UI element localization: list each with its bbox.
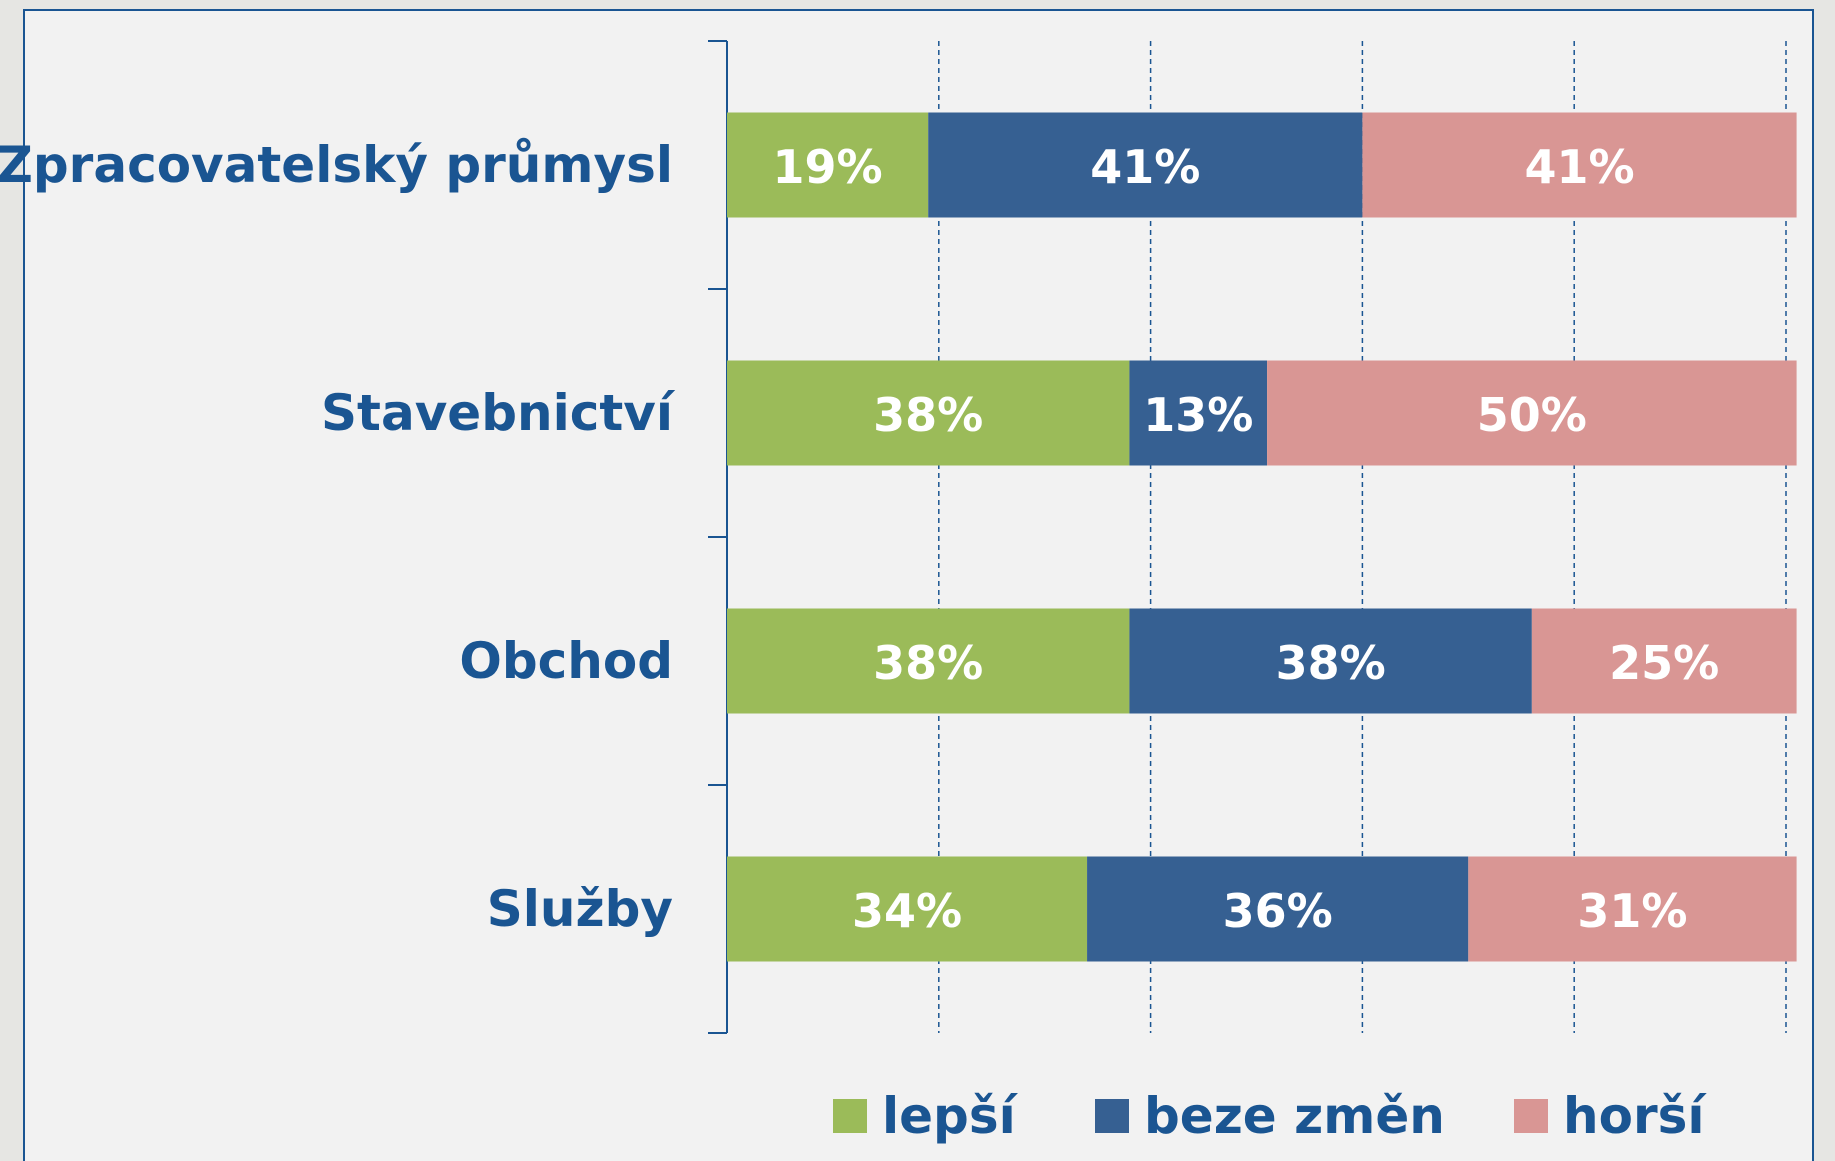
bar-segment (1129, 608, 1532, 714)
data-label: 19% (773, 140, 883, 194)
data-label: 41% (1090, 140, 1200, 194)
bar-segment (1468, 856, 1797, 962)
legend-label: beze změn (1144, 1087, 1445, 1145)
data-label: 38% (873, 388, 983, 442)
data-label: 31% (1577, 884, 1687, 938)
bar-segment (1129, 360, 1268, 466)
data-label: 36% (1223, 884, 1333, 938)
y-tick-label: Stavebnictví (321, 384, 676, 442)
bar-segment (727, 608, 1130, 714)
legend-swatch (833, 1099, 867, 1133)
data-label: 50% (1477, 388, 1587, 442)
bar-segment (1087, 856, 1469, 962)
bar-segment (727, 112, 929, 218)
legend-label: lepší (882, 1087, 1019, 1145)
bar-segment (1531, 608, 1797, 714)
data-label: 38% (1276, 636, 1386, 690)
data-label: 34% (852, 884, 962, 938)
bar-segment (727, 360, 1130, 466)
data-label: 25% (1609, 636, 1719, 690)
legend-label: horší (1563, 1087, 1707, 1145)
bar-segment (1267, 360, 1797, 466)
bar-segment (928, 112, 1363, 218)
bar-segment (727, 856, 1088, 962)
data-label: 13% (1143, 388, 1253, 442)
y-tick-label: Zpracovatelský průmysl (0, 136, 673, 194)
legend-swatch (1095, 1099, 1129, 1133)
y-tick-label: Služby (487, 880, 673, 938)
y-tick-label: Obchod (459, 632, 673, 690)
legend-swatch (1514, 1099, 1548, 1133)
data-label: 38% (873, 636, 983, 690)
bar-segment (1362, 112, 1797, 218)
data-label: 41% (1524, 140, 1634, 194)
